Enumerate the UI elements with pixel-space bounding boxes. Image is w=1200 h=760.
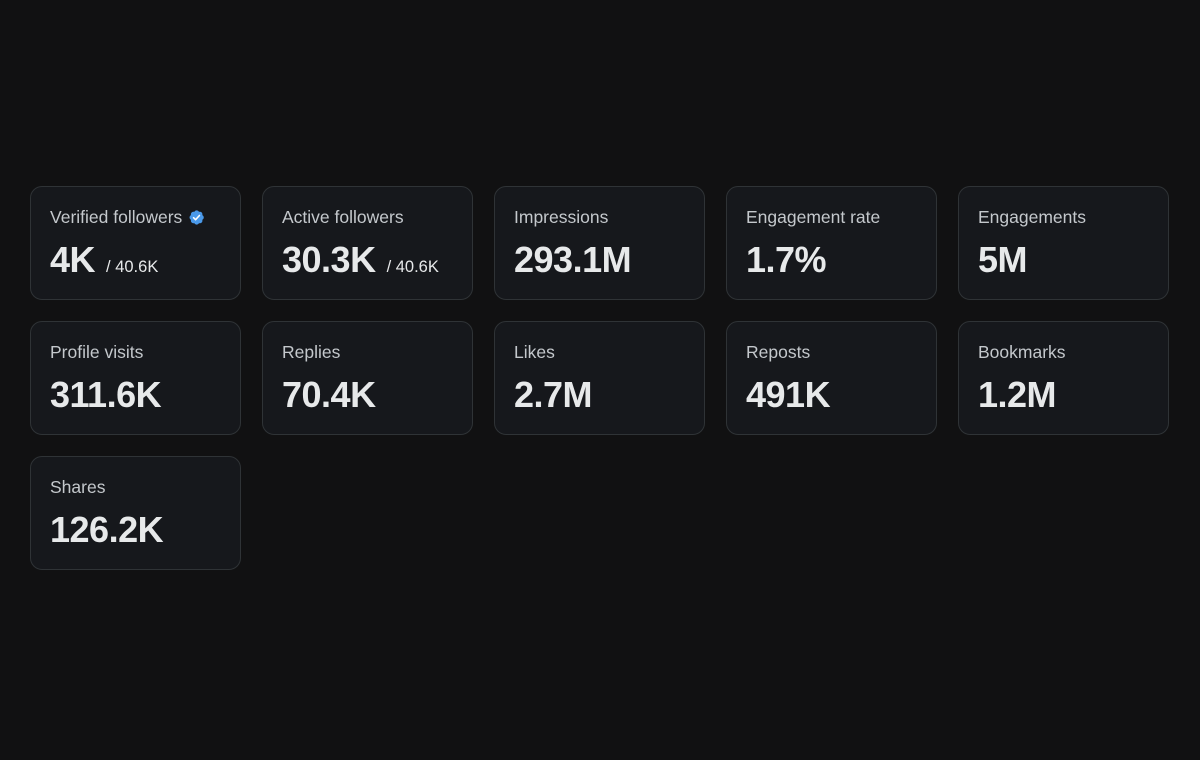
metric-label: Replies: [282, 342, 341, 362]
metric-value-row: 491K: [746, 375, 917, 415]
metric-value: 126.2K: [50, 509, 164, 550]
metric-card-active-followers[interactable]: Active followers 30.3K / 40.6K: [262, 186, 473, 300]
metric-value-row: 311.6K: [50, 375, 221, 415]
metric-total: / 40.6K: [106, 258, 159, 276]
metric-label-row: Replies: [282, 341, 453, 363]
metrics-grid: Verified followers 4K / 40.6K Active fol…: [30, 186, 1169, 570]
metric-label-row: Profile visits: [50, 341, 221, 363]
verified-badge-icon: [189, 209, 205, 225]
metric-card-replies[interactable]: Replies 70.4K: [262, 321, 473, 435]
metric-label: Active followers: [282, 207, 404, 227]
metric-value-row: 5M: [978, 240, 1149, 280]
metric-label: Impressions: [514, 207, 609, 227]
metric-card-engagements[interactable]: Engagements 5M: [958, 186, 1169, 300]
metric-label-row: Likes: [514, 341, 685, 363]
metric-card-shares[interactable]: Shares 126.2K: [30, 456, 241, 570]
metric-label-row: Engagements: [978, 206, 1149, 228]
metric-value: 1.2M: [978, 374, 1057, 415]
metric-label: Engagements: [978, 207, 1086, 227]
metric-label: Profile visits: [50, 342, 144, 362]
metric-value: 311.6K: [50, 374, 162, 415]
metric-value: 491K: [746, 374, 831, 415]
metric-label: Likes: [514, 342, 555, 362]
metric-label: Reposts: [746, 342, 811, 362]
metric-card-verified-followers[interactable]: Verified followers 4K / 40.6K: [30, 186, 241, 300]
metric-label-row: Active followers: [282, 206, 453, 228]
metric-value: 2.7M: [514, 374, 593, 415]
metric-value: 293.1M: [514, 239, 632, 280]
metric-value-row: 30.3K / 40.6K: [282, 240, 453, 280]
metric-card-impressions[interactable]: Impressions 293.1M: [494, 186, 705, 300]
metric-value: 30.3K: [282, 239, 376, 280]
metric-label: Engagement rate: [746, 207, 881, 227]
metric-value-row: 1.7%: [746, 240, 917, 280]
metric-card-bookmarks[interactable]: Bookmarks 1.2M: [958, 321, 1169, 435]
metric-label-row: Engagement rate: [746, 206, 917, 228]
metric-label: Verified followers: [50, 207, 183, 227]
metric-value-row: 70.4K: [282, 375, 453, 415]
metric-value-row: 4K / 40.6K: [50, 240, 221, 280]
metric-label: Shares: [50, 477, 106, 497]
metric-card-reposts[interactable]: Reposts 491K: [726, 321, 937, 435]
metric-label: Bookmarks: [978, 342, 1066, 362]
metric-value-row: 293.1M: [514, 240, 685, 280]
metric-label-row: Shares: [50, 476, 221, 498]
metric-value-row: 126.2K: [50, 510, 221, 550]
metric-value-row: 2.7M: [514, 375, 685, 415]
metric-label-row: Impressions: [514, 206, 685, 228]
metric-label-row: Verified followers: [50, 206, 221, 228]
metric-label-row: Reposts: [746, 341, 917, 363]
metric-label-row: Bookmarks: [978, 341, 1149, 363]
metric-value-row: 1.2M: [978, 375, 1149, 415]
metric-card-engagement-rate[interactable]: Engagement rate 1.7%: [726, 186, 937, 300]
metric-value: 5M: [978, 239, 1028, 280]
metric-total: / 40.6K: [386, 258, 439, 276]
metric-card-likes[interactable]: Likes 2.7M: [494, 321, 705, 435]
metric-card-profile-visits[interactable]: Profile visits 311.6K: [30, 321, 241, 435]
metric-value: 1.7%: [746, 239, 827, 280]
metric-value: 4K: [50, 239, 96, 280]
metric-value: 70.4K: [282, 374, 376, 415]
